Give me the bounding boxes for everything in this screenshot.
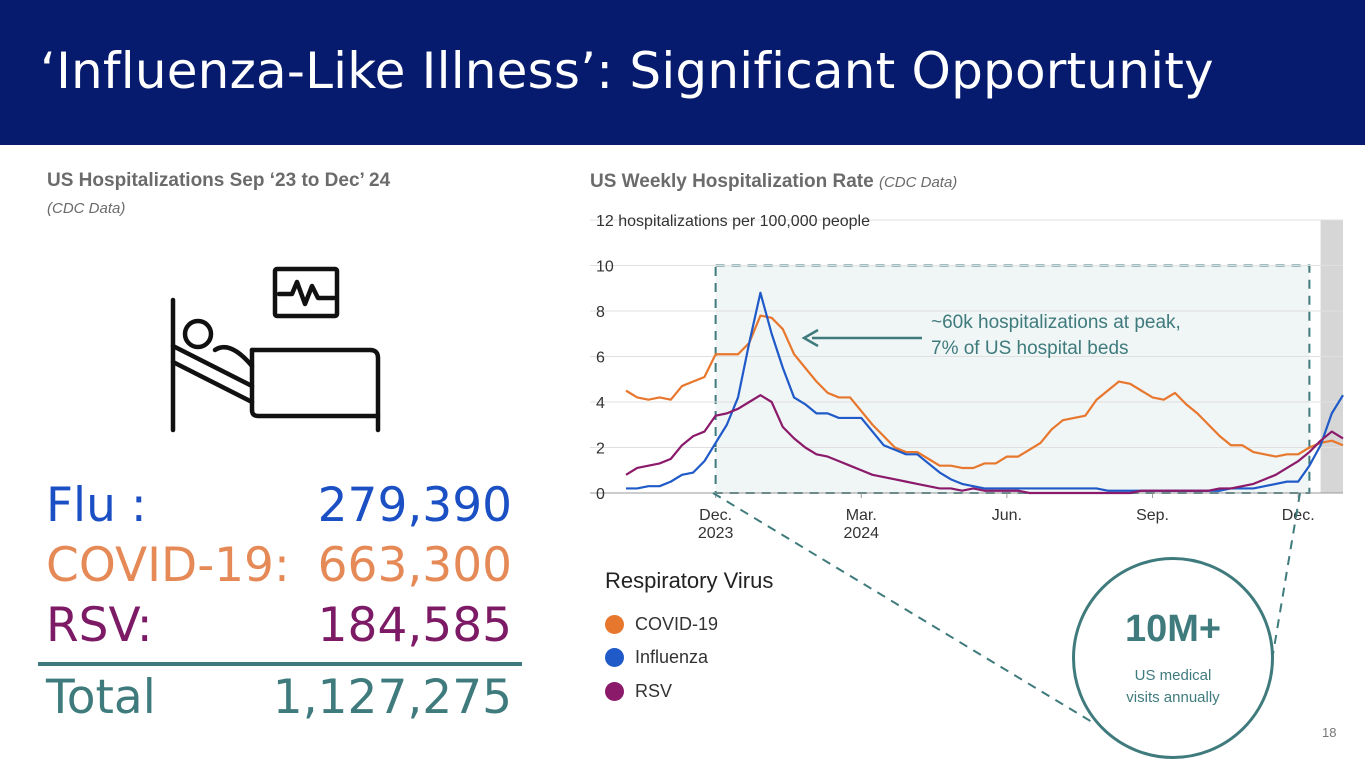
y-tick-label: 0 (596, 486, 605, 503)
rsv-label: RSV: (46, 598, 153, 653)
x-tick-label: Dec. (699, 507, 732, 524)
slide-header: ‘Influenza-Like Illness’: Significant Op… (0, 0, 1365, 145)
legend-rsv-swatch (605, 682, 624, 701)
flu-label: Flu : (46, 478, 147, 533)
chart-title-text: US Weekly Hospitalization Rate (590, 171, 874, 192)
legend-covid-label: COVID-19 (635, 614, 719, 634)
annotation-arrow-head (801, 328, 819, 348)
x-tick-label-year: 2024 (843, 525, 879, 542)
flu-stat: Flu : 279,390 (46, 478, 512, 538)
covid-stat: COVID-19: 663,300 (46, 538, 512, 598)
x-tick-label-year: 2023 (698, 525, 734, 542)
callout-caption-line2: visits annually (1126, 689, 1220, 706)
series-line-influenza (626, 291, 1344, 492)
y-tick-label: 4 (596, 395, 605, 412)
legend-influenza-swatch (605, 648, 624, 667)
callout-figure: 10M+ (1124, 608, 1222, 650)
hospitalization-rate-chart: 0 2 4 6 8 10 12 hospitalizations per 100,000 p… (590, 213, 1344, 542)
covid-label: COVID-19: (46, 538, 290, 593)
series-line-rsv (625, 394, 1344, 495)
x-tick-label: Dec. (1282, 507, 1315, 524)
peak-annotation-line1: ~60k hospitalizations at peak, (931, 312, 1181, 333)
peak-annotation-line2: 7% of US hospital beds (931, 338, 1129, 359)
chart-title: US Weekly Hospitalization Rate (CDC Data… (590, 171, 957, 193)
legend-influenza-label: Influenza (635, 647, 709, 667)
x-tick-label: Mar. (846, 507, 877, 524)
y-tick-label: 10 (596, 259, 614, 276)
callout-caption: US medical visits annually (1075, 665, 1271, 709)
rsv-value: 184,585 (317, 598, 512, 653)
legend-covid-swatch (605, 615, 624, 634)
peak-annotation: ~60k hospitalizations at peak, 7% of US … (931, 310, 1271, 362)
total-stat: Total 1,127,275 (46, 670, 512, 730)
y-tick-label: 6 (596, 350, 605, 367)
total-label: Total (46, 670, 156, 725)
y-tick-label: 2 (596, 441, 605, 458)
x-tick-label: Jun. (992, 507, 1022, 524)
y-tick-label: 8 (596, 304, 605, 321)
chart-source: (CDC Data) (878, 174, 958, 191)
hospital-bed-icon (170, 266, 381, 433)
series-line-covid-19 (625, 314, 1344, 470)
annual-visits-callout: 10M+ US medical visits annually (1072, 557, 1274, 759)
x-tick-label: Sep. (1136, 507, 1169, 524)
total-value: 1,127,275 (272, 670, 512, 725)
page-number: 18 (1322, 725, 1337, 740)
slide-title: ‘Influenza-Like Illness’: Significant Op… (40, 42, 1214, 100)
rsv-stat: RSV: 184,585 (46, 598, 512, 658)
highlight-box (714, 264, 1311, 494)
covid-value: 663,300 (317, 538, 512, 593)
left-panel-title: US Hospitalizations Sep ‘23 to Dec’ 24 (47, 170, 391, 191)
y-axis-title: 12 hospitalizations per 100,000 people (596, 213, 870, 230)
legend-title: Respiratory Virus (605, 568, 774, 593)
total-divider (38, 662, 522, 666)
flu-value: 279,390 (317, 478, 512, 533)
legend-rsv-label: RSV (635, 681, 673, 701)
callout-caption-line1: US medical (1134, 667, 1212, 684)
left-panel-source: (CDC Data) (47, 200, 126, 217)
